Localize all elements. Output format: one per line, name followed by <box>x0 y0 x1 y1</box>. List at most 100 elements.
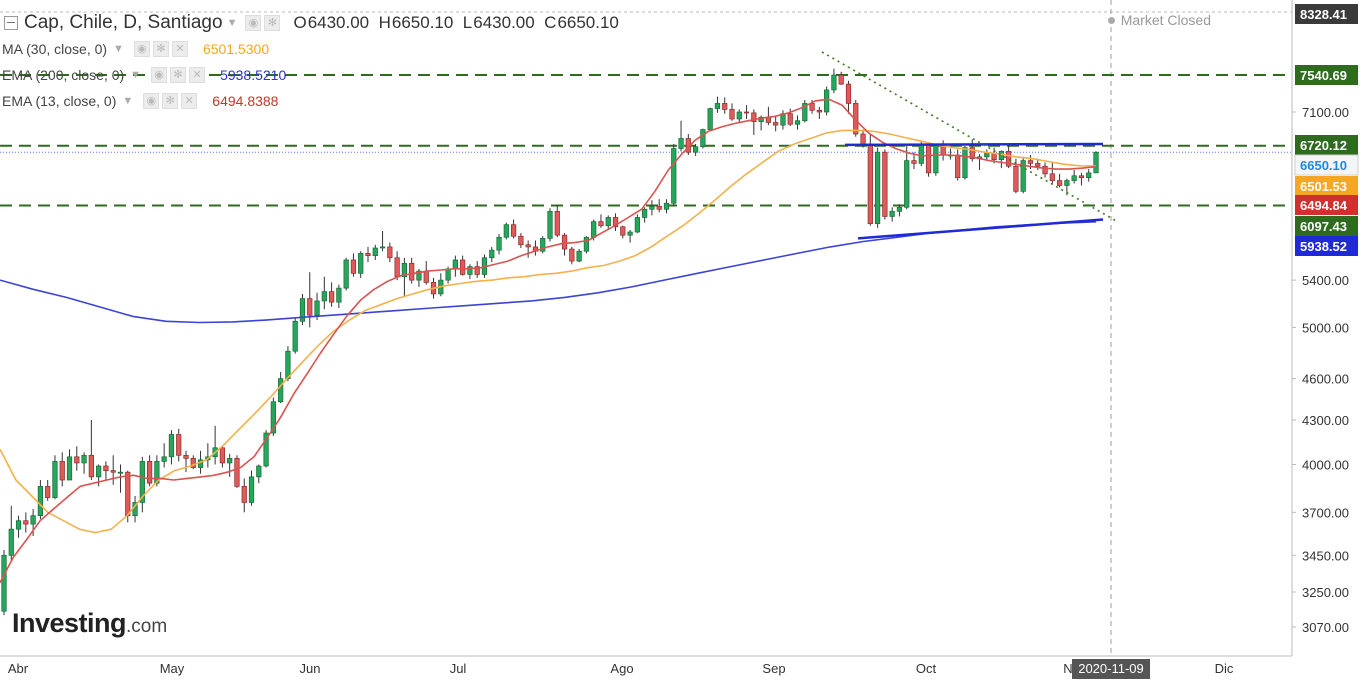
gear-icon[interactable]: ✻ <box>152 41 169 57</box>
price-label: 6494.84 <box>1300 198 1348 213</box>
candle-body <box>678 138 684 149</box>
gear-icon[interactable]: ✻ <box>162 93 179 109</box>
date-label-bg <box>1072 659 1150 679</box>
close-icon[interactable]: ✕ <box>189 67 206 83</box>
candle-body <box>634 217 640 233</box>
candle-body <box>525 244 531 248</box>
y-tick-label: 3450.00 <box>1302 548 1349 563</box>
close-icon[interactable]: ✕ <box>171 41 188 57</box>
candle-body <box>1093 151 1099 174</box>
candle-body <box>45 485 51 498</box>
collapse-icon[interactable] <box>4 16 18 30</box>
candle-body <box>1071 175 1077 181</box>
chevron-down-icon[interactable]: ▼ <box>113 43 124 55</box>
candle-body <box>30 515 36 525</box>
candle-body <box>743 111 750 114</box>
candle-body <box>998 150 1004 161</box>
candle-body <box>518 235 524 246</box>
eye-icon[interactable]: ◉ <box>133 41 150 57</box>
eye-icon[interactable]: ◉ <box>245 15 262 31</box>
candle-body <box>234 457 240 487</box>
close-icon[interactable]: ✕ <box>181 93 198 109</box>
price-label: 6650.10 <box>1300 158 1347 173</box>
price-label-bg <box>1295 4 1358 24</box>
price-label-bg <box>1295 236 1358 256</box>
market-status-text: Market Closed <box>1120 12 1211 28</box>
eye-icon[interactable]: ◉ <box>151 67 168 83</box>
candle-body <box>445 268 451 281</box>
candle-body <box>409 262 415 281</box>
price-label-bg <box>1295 216 1358 236</box>
candle-body <box>270 401 276 434</box>
chart-legend: Cap, Chile, D, Santiago ▼ ◉ ✻ O6430.00 H… <box>0 0 1290 120</box>
market-status: Market Closed <box>1107 12 1211 28</box>
candle-body <box>569 248 575 262</box>
candle-body <box>925 143 932 174</box>
low-value: 6430.00 <box>473 13 535 32</box>
y-tick-label: 5000.00 <box>1302 320 1349 335</box>
price-label: 8328.41 <box>1300 7 1347 22</box>
indicator-ema200[interactable]: EMA (200, close, 0) ▼ ◉ ✻ ✕ 5938.5210 <box>2 65 286 85</box>
candle-body <box>314 300 320 316</box>
candle-body <box>23 520 29 525</box>
candle-body <box>904 160 910 208</box>
candle-body <box>707 108 713 130</box>
candle-body <box>227 457 233 464</box>
candle-body <box>372 247 378 256</box>
open-value: 6430.00 <box>307 13 370 32</box>
candle-body <box>649 205 655 210</box>
price-label-bg <box>1295 195 1358 215</box>
candle-body <box>714 103 721 109</box>
candle-body <box>620 226 626 236</box>
candle-body <box>8 528 14 556</box>
candle-body <box>423 270 429 283</box>
gear-icon[interactable]: ✻ <box>170 67 187 83</box>
indicator-label: MA (30, close, 0) <box>2 41 108 57</box>
candle-body <box>969 147 975 160</box>
candle-body <box>984 152 990 158</box>
candle-body <box>962 147 968 179</box>
date-label: 2020-11-09 <box>1078 661 1144 676</box>
chevron-down-icon[interactable]: ▼ <box>130 69 142 81</box>
candle-body <box>503 224 509 238</box>
indicator-ema13[interactable]: EMA (13, close, 0) ▼ ◉ ✻ ✕ 6494.8388 <box>2 91 278 111</box>
price-label-bg <box>1294 154 1359 176</box>
candle-body <box>1013 165 1019 192</box>
chevron-down-icon[interactable]: ▼ <box>226 17 238 29</box>
eye-icon[interactable]: ◉ <box>143 93 160 109</box>
x-tick-label: Dic <box>1215 661 1234 676</box>
candle-body <box>794 120 801 125</box>
indicator-label: EMA (13, close, 0) <box>2 93 117 109</box>
price-label: 6720.12 <box>1300 138 1347 153</box>
candle-body <box>824 89 830 113</box>
candle-body <box>88 454 94 478</box>
candle-body <box>15 520 22 530</box>
candle-body <box>802 103 808 122</box>
trend-line <box>821 51 1119 223</box>
low-label: L <box>462 13 473 32</box>
candle-body <box>241 485 247 503</box>
ohlc-values: O6430.00 H6650.10 L6430.00 C6650.10 <box>293 13 618 33</box>
candle-body <box>416 270 422 281</box>
candle-body <box>700 129 706 148</box>
candle-body <box>248 476 255 503</box>
candle-body <box>139 461 145 503</box>
gear-icon[interactable]: ✻ <box>264 15 281 31</box>
status-dot-icon <box>1107 16 1115 24</box>
y-tick-label: 7100.00 <box>1302 105 1349 120</box>
candle-body <box>365 253 371 256</box>
candle-body <box>809 103 815 111</box>
candle-body <box>292 320 298 352</box>
x-tick-label: Sep <box>762 661 785 676</box>
candle-body <box>838 74 844 85</box>
candle-body <box>256 465 262 478</box>
candle-body <box>117 471 124 474</box>
candle-body <box>729 109 735 120</box>
candle-body <box>467 266 473 275</box>
chevron-down-icon[interactable]: ▼ <box>122 95 134 107</box>
candle-body <box>1086 172 1092 179</box>
indicator-ma30[interactable]: MA (30, close, 0) ▼ ◉ ✻ ✕ 6501.5300 <box>2 39 269 59</box>
candle-body <box>1020 160 1026 192</box>
candle-body <box>642 208 648 218</box>
